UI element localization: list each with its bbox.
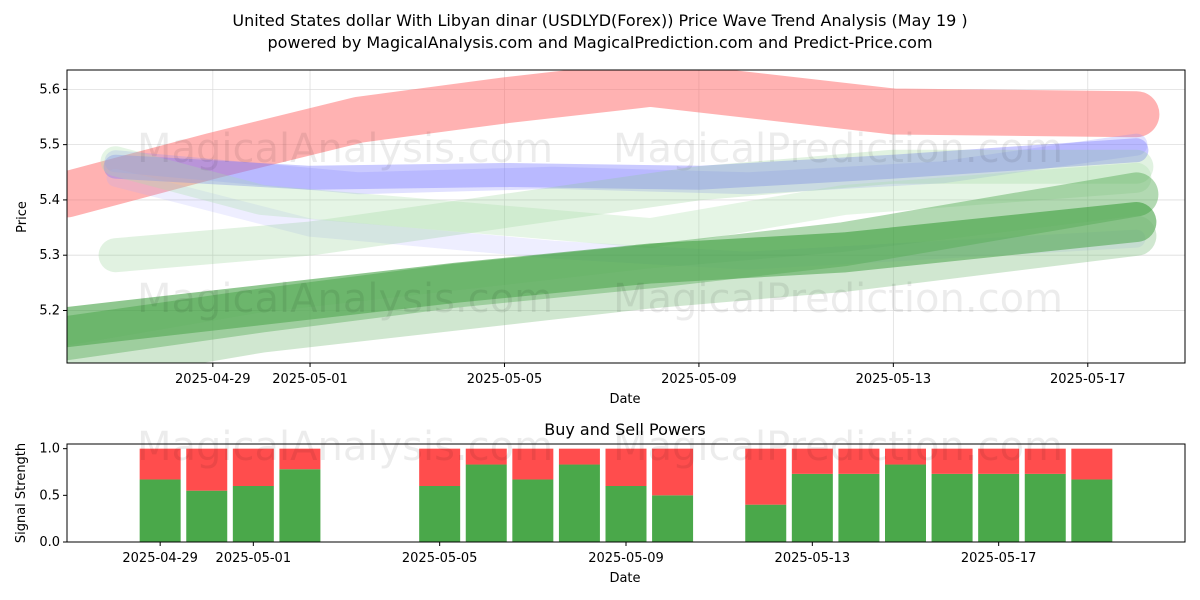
power-ytick-label: 1.0	[39, 442, 60, 457]
sell-bar	[465, 448, 507, 465]
price-series-green-band-light-1	[98, 149, 1154, 273]
sell-bar	[885, 448, 926, 465]
price-plot-frame	[66, 69, 1186, 364]
sell-bar	[791, 448, 833, 474]
watermark-bottom-right: MagicalPrediction.com	[613, 424, 1063, 470]
buy-bar	[465, 464, 507, 542]
buy-bar	[558, 464, 600, 542]
power-xtick-label: 2025-05-17	[961, 551, 1037, 566]
price-xtick-label: 2025-04-29	[175, 372, 251, 387]
price-ytick-label: 5.2	[39, 303, 60, 318]
power-xtick-label: 2025-05-01	[216, 551, 292, 566]
sell-bar	[745, 448, 787, 505]
buy-bar	[279, 469, 321, 542]
watermark-top-left: MagicalAnalysis.com	[137, 126, 553, 172]
price-xtick-label: 2025-05-01	[272, 372, 348, 387]
buy-bar	[931, 473, 973, 542]
buy-bar	[838, 473, 880, 542]
sell-bar	[186, 448, 228, 491]
buy-bar	[1071, 479, 1113, 542]
price-ytick-label: 5.5	[39, 138, 60, 153]
sell-bar	[558, 448, 600, 465]
price-ytick-label: 5.6	[39, 82, 60, 97]
price-series-green-band-dark	[67, 202, 1157, 348]
buy-bar	[139, 479, 181, 542]
chart-subtitle: powered by MagicalAnalysis.com and Magic…	[267, 33, 932, 52]
sell-bar	[279, 448, 321, 470]
watermark-top-right: MagicalPrediction.com	[613, 126, 1063, 172]
sell-bar	[139, 448, 181, 480]
power-xtick-label: 2025-05-05	[402, 551, 478, 566]
sell-bar	[838, 448, 880, 474]
watermark-mid-left: MagicalAnalysis.com	[137, 276, 553, 322]
power-plot: Buy and Sell Powers MagicalAnalysis.com …	[14, 420, 1186, 586]
sell-bar	[605, 448, 647, 486]
watermark-mid-right: MagicalPrediction.com	[613, 276, 1063, 322]
buy-bar	[1024, 473, 1066, 542]
sell-bar	[978, 448, 1020, 474]
sell-bar	[652, 448, 694, 496]
sell-bar	[232, 448, 274, 486]
price-series-green-band-lower	[67, 215, 1157, 363]
buy-bar	[512, 479, 554, 542]
power-ylabel: Signal Strength	[14, 443, 29, 543]
sell-bar	[512, 448, 554, 480]
power-xtick-label: 2025-05-13	[775, 551, 851, 566]
buy-bar	[232, 486, 274, 542]
price-series-blue-band-2	[104, 133, 1148, 195]
price-xlabel: Date	[609, 392, 640, 407]
power-ytick-label: 0.0	[39, 535, 60, 550]
price-xtick-label: 2025-05-09	[661, 372, 737, 387]
price-bands	[67, 70, 1160, 363]
buy-bar	[652, 495, 694, 542]
buy-bar	[978, 473, 1020, 542]
price-series-green-band-light-2	[100, 146, 1152, 249]
buy-bar	[419, 486, 461, 542]
power-axes: 0.0 0.5 1.0 2025-04-29 2025-05-01 2025-05-05 2…	[39, 442, 1036, 566]
power-xtick-label: 2025-05-09	[588, 551, 664, 566]
price-ylabel: Price	[15, 201, 30, 233]
sell-bar	[419, 448, 461, 486]
buy-bar	[885, 464, 926, 542]
price-xtick-label: 2025-05-13	[856, 372, 932, 387]
price-xtick-label: 2025-05-05	[467, 372, 543, 387]
price-ytick-label: 5.3	[39, 248, 60, 263]
buy-bar	[186, 490, 228, 542]
buy-bar	[791, 473, 833, 542]
power-title: Buy and Sell Powers	[544, 420, 706, 439]
power-xtick-label: 2025-04-29	[122, 551, 198, 566]
price-xtick-label: 2025-05-17	[1050, 372, 1126, 387]
buy-bar	[745, 504, 787, 542]
power-xlabel: Date	[609, 571, 640, 586]
watermark-bottom-left: MagicalAnalysis.com	[137, 424, 553, 470]
buy-bar	[605, 486, 647, 542]
price-ytick-label: 5.4	[39, 193, 60, 208]
sell-bar	[931, 448, 973, 474]
price-series-red-band	[67, 70, 1160, 218]
price-plot: MagicalAnalysis.com MagicalPrediction.co…	[15, 69, 1186, 407]
power-bars	[139, 448, 1113, 542]
power-ytick-label: 0.5	[39, 488, 60, 503]
sell-bar	[1024, 448, 1066, 474]
sell-bar	[1071, 448, 1113, 480]
chart-title: United States dollar With Libyan dinar (…	[232, 11, 967, 30]
price-series-blue-band-1	[103, 138, 1149, 190]
price-axes: 5.2 5.3 5.4 5.5 5.6 2025-04-29 2025-05-01 2025-…	[39, 82, 1125, 387]
